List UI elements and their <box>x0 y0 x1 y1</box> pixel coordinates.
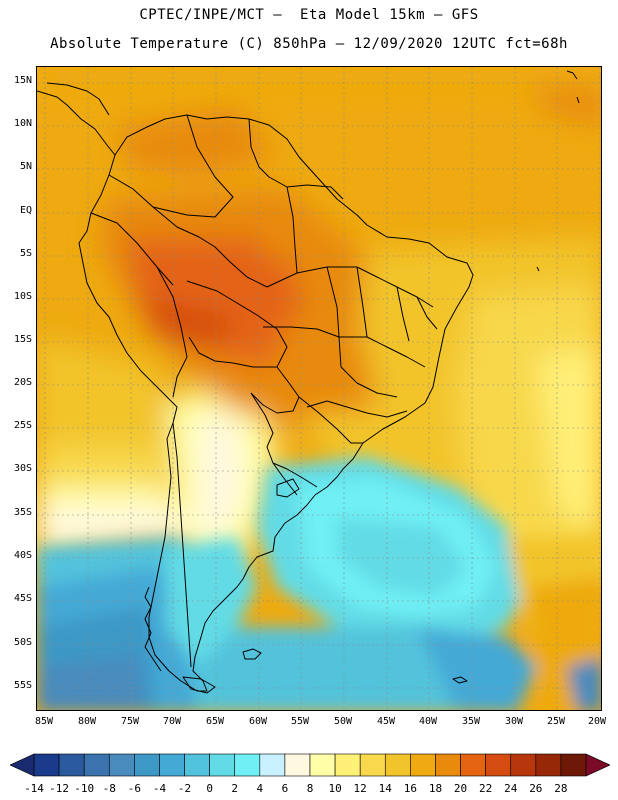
lon-label-30w: 30W <box>504 716 524 727</box>
border-paraguay <box>250 366 300 414</box>
colorbar-cell <box>134 753 160 777</box>
lon-label-60w: 60W <box>248 716 268 727</box>
lat-label-15n: 15N <box>13 75 32 86</box>
colorbar-cells <box>33 753 587 777</box>
lon-label-20w: 20W <box>587 716 607 727</box>
colorbar-tick-label: -10 <box>74 782 95 795</box>
border-uruguay <box>272 462 318 488</box>
central-america-coast <box>37 90 116 156</box>
colorbar-tick-label: -12 <box>49 782 70 795</box>
colorbar-cell <box>108 753 135 777</box>
border-venezuela <box>186 114 234 218</box>
colorbar-tick-label: -6 <box>127 782 141 795</box>
colorbar-tick-label: -2 <box>177 782 192 795</box>
lat-label-25s: 25S <box>13 420 32 431</box>
lon-label-80w: 80W <box>77 716 97 727</box>
colorbar-cell <box>83 753 110 777</box>
lon-label-50w: 50W <box>333 716 353 727</box>
colorbar-tick-label: 10 <box>328 782 342 795</box>
border-ecuador-peru <box>90 212 174 286</box>
map-title-line1: CPTEC/INPE/MCT — Eta Model 15km — GFS <box>139 7 479 23</box>
falklands <box>242 648 262 660</box>
colorbar-cell <box>359 753 386 777</box>
field-cold <box>37 457 601 710</box>
colorbar-tick-label: 4 <box>256 782 264 795</box>
border-bolivia <box>186 280 288 368</box>
lat-label-50s: 50S <box>13 637 32 648</box>
lon-label-45w: 45W <box>376 716 396 727</box>
lat-label-45s: 45S <box>13 593 32 604</box>
border-chile-argentina <box>172 422 192 668</box>
lat-label-10n: 10N <box>13 118 32 129</box>
colorbar-tick-label: 20 <box>453 782 468 795</box>
colorbar-cell <box>460 753 486 777</box>
lat-label-15s: 15S <box>13 334 32 345</box>
lon-label-85w: 85W <box>34 716 54 727</box>
colorbar-cell <box>209 753 236 777</box>
border-guianas <box>248 118 344 200</box>
colorbar-cell <box>184 753 210 777</box>
colorbar-tick-label: 12 <box>353 782 367 795</box>
colorbar-tick-label: 18 <box>428 782 443 795</box>
colorbar-cell <box>535 753 562 777</box>
lat-label-40s: 40S <box>13 550 32 561</box>
colorbar-tick-label: -8 <box>102 782 116 795</box>
lat-label-55s: 55S <box>13 680 32 691</box>
colorbar-tick-label: 14 <box>378 782 392 795</box>
lat-label-35s: 35S <box>13 507 32 518</box>
colorbar-tick-label: -14 <box>24 782 44 795</box>
map-title-line2: Absolute Temperature (C) 850hPa — 12/09/… <box>50 36 568 52</box>
colorbar-cell <box>334 753 361 777</box>
border-brazil-peru <box>152 206 268 288</box>
colorbar-cell <box>284 753 311 777</box>
border-brazil-south <box>298 396 363 444</box>
lat-label-5s: 5S <box>19 248 32 259</box>
lat-label-30s: 30S <box>13 463 32 474</box>
colorbar-tick-label: 0 <box>206 782 213 795</box>
colorbar-cell <box>259 753 286 777</box>
lon-label-55w: 55W <box>290 716 310 727</box>
colorbar-cell <box>410 753 436 777</box>
colorbar-cell <box>510 753 537 777</box>
colorbar-tick-label: 28 <box>554 782 568 795</box>
lat-label-20s: 20S <box>13 377 32 388</box>
colorbar-tick-label: 6 <box>281 782 289 795</box>
lon-label-70w: 70W <box>162 716 182 727</box>
colorbar-tick-label: 24 <box>504 782 518 795</box>
graticule <box>37 67 601 710</box>
colorbar-cell <box>33 753 60 777</box>
colorbar-cell <box>560 753 587 777</box>
lon-label-75w: 75W <box>120 716 140 727</box>
colorbar-cell <box>384 753 411 777</box>
colorbar-cell <box>485 753 512 777</box>
lon-label-35w: 35W <box>461 716 481 727</box>
colorbar-low-arrow <box>10 753 35 777</box>
border-peru-bolivia <box>156 266 188 398</box>
colorbar-cell <box>58 753 85 777</box>
lat-label-5n: 5N <box>19 161 32 172</box>
colorbar-tick-label: 16 <box>403 782 417 795</box>
colorbar-cell <box>234 753 261 777</box>
colorbar-tick-label: 26 <box>529 782 543 795</box>
south-america-coast <box>78 114 474 692</box>
colorbar-cell <box>309 753 336 777</box>
colorbar-tick-label: 22 <box>479 782 493 795</box>
colorbar-tick-label: 2 <box>231 782 239 795</box>
temperature-field <box>37 67 601 710</box>
lat-label-eq: EQ <box>19 205 32 216</box>
colorbar-cell <box>435 753 461 777</box>
temperature-map <box>36 66 602 711</box>
colorbar-tick-label: -4 <box>152 782 167 795</box>
lat-label-10s: 10S <box>13 291 32 302</box>
lon-label-40w: 40W <box>418 716 438 727</box>
colorbar-cell <box>159 753 185 777</box>
colorbar-high-arrow <box>585 753 610 777</box>
border-argentina-north <box>250 392 298 496</box>
coastlines <box>37 70 580 694</box>
lon-label-25w: 25W <box>546 716 566 727</box>
colorbar <box>10 753 610 777</box>
lon-label-65w: 65W <box>205 716 225 727</box>
colorbar-tick-label: 8 <box>306 782 314 795</box>
